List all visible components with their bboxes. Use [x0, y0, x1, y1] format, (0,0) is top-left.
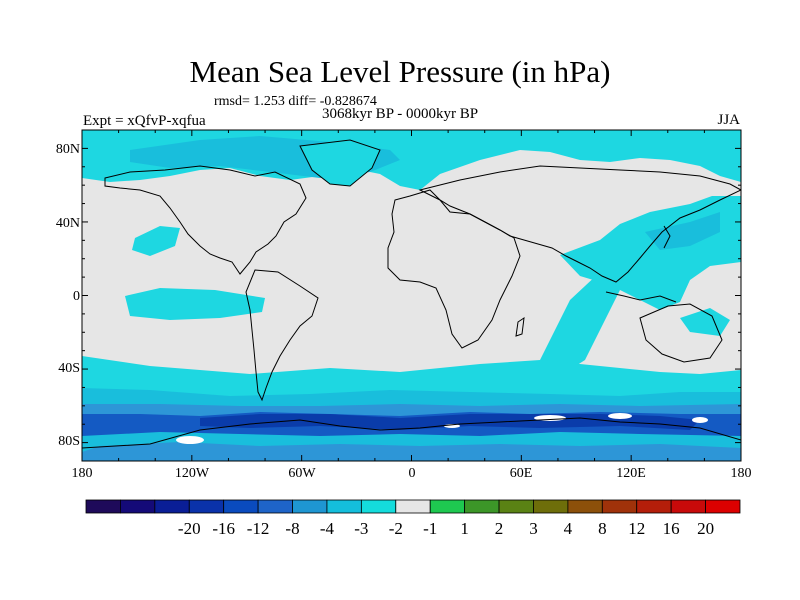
lat-label: 80N [55, 142, 80, 157]
eurasia-coast [418, 165, 741, 283]
antarctic-speck [176, 436, 204, 444]
north-america-coast [104, 165, 307, 275]
antarctic-band-deep [82, 442, 741, 461]
colorbar-tick-label: 2 [494, 519, 504, 538]
colorbar-swatch [395, 499, 431, 514]
east-pacific-anomaly [125, 288, 265, 320]
colorbar-swatch [636, 499, 672, 514]
colorbar-swatch [188, 499, 225, 514]
colorbar-swatch [670, 499, 706, 514]
colorbar-tick-label: 16 [662, 519, 680, 538]
colorbar-swatch [601, 499, 638, 514]
colorbar-tick-label: 8 [598, 519, 607, 538]
map-field [82, 130, 741, 461]
lon-label: 180 [71, 466, 93, 481]
axis-ticks [81, 130, 742, 461]
europe-africa-coast [387, 189, 521, 349]
colorbar-swatch [533, 499, 569, 514]
season-label: JJA [717, 112, 740, 128]
map-title: Mean Sea Level Pressure (in hPa) [189, 54, 611, 89]
greenland-anomaly [300, 140, 380, 186]
colorbar-tick-label: -8 [285, 519, 300, 538]
colorbar-tick-label: -16 [212, 519, 235, 538]
colorbar-tick-label: 3 [529, 519, 538, 538]
colorbar-tick-label: 4 [563, 519, 573, 538]
colorbar-tick-label: -3 [354, 519, 369, 538]
coastlines [82, 139, 741, 449]
west-pacific-anomaly-core [645, 212, 720, 250]
antarctic-speck [692, 417, 708, 423]
colorbar-tick-label: 20 [697, 519, 715, 538]
north-pacific-anomaly [132, 226, 180, 256]
period-label: 3068kyr BP - 0000kyr BP [321, 106, 479, 122]
lon-label: 0 [408, 466, 416, 481]
antarctic-speck [608, 413, 632, 419]
south-america-coast [245, 269, 319, 402]
lon-label: 60W [288, 466, 316, 481]
lat-label: 40N [55, 216, 80, 231]
greenland-coast [299, 139, 381, 187]
south-atlantic-anomaly [540, 272, 620, 376]
colorbar-swatch [154, 499, 190, 514]
colorbar-tick-label: -2 [388, 519, 403, 538]
colorbar-swatch [498, 499, 534, 514]
colorbar-tick-label: -20 [177, 519, 201, 538]
colorbar-tick-label: 1 [460, 519, 469, 538]
colorbar-swatch [567, 499, 603, 514]
japan-coast [663, 225, 671, 249]
colorbar-tick-label: -1 [423, 519, 438, 538]
colorbar-tick-label: 12 [628, 519, 646, 538]
colorbar [85, 499, 741, 514]
colorbar-swatch [429, 499, 466, 514]
lon-label: 120E [616, 466, 646, 481]
lat-label: 40S [58, 361, 80, 376]
indonesia-coast [605, 291, 677, 303]
madagascar-coast [515, 316, 525, 337]
experiment-label: Expt = xQfvP-xqfua [83, 113, 206, 129]
antarctica-coast [82, 417, 741, 449]
colorbar-swatch [326, 499, 362, 514]
stats-label: rmsd= 1.253 diff= -0.828674 [214, 94, 377, 109]
colorbar-swatch [360, 499, 397, 514]
colorbar-swatch [292, 499, 328, 514]
colorbar-swatch [705, 499, 741, 514]
colorbar-swatch [223, 499, 259, 514]
colorbar-swatch [464, 499, 500, 514]
colorbar-swatch [85, 499, 121, 514]
australia-coast [639, 303, 723, 363]
lon-label: 180 [730, 466, 752, 481]
colorbar-tick-label: -12 [246, 519, 270, 538]
lon-label: 60E [509, 466, 533, 481]
lon-label: 120W [174, 466, 210, 481]
lat-label: 80S [58, 434, 80, 449]
colorbar-swatch [120, 499, 156, 514]
colorbar-swatch [257, 499, 293, 514]
colorbar-tick-label: -4 [319, 519, 335, 538]
lat-label: 0 [73, 289, 80, 304]
